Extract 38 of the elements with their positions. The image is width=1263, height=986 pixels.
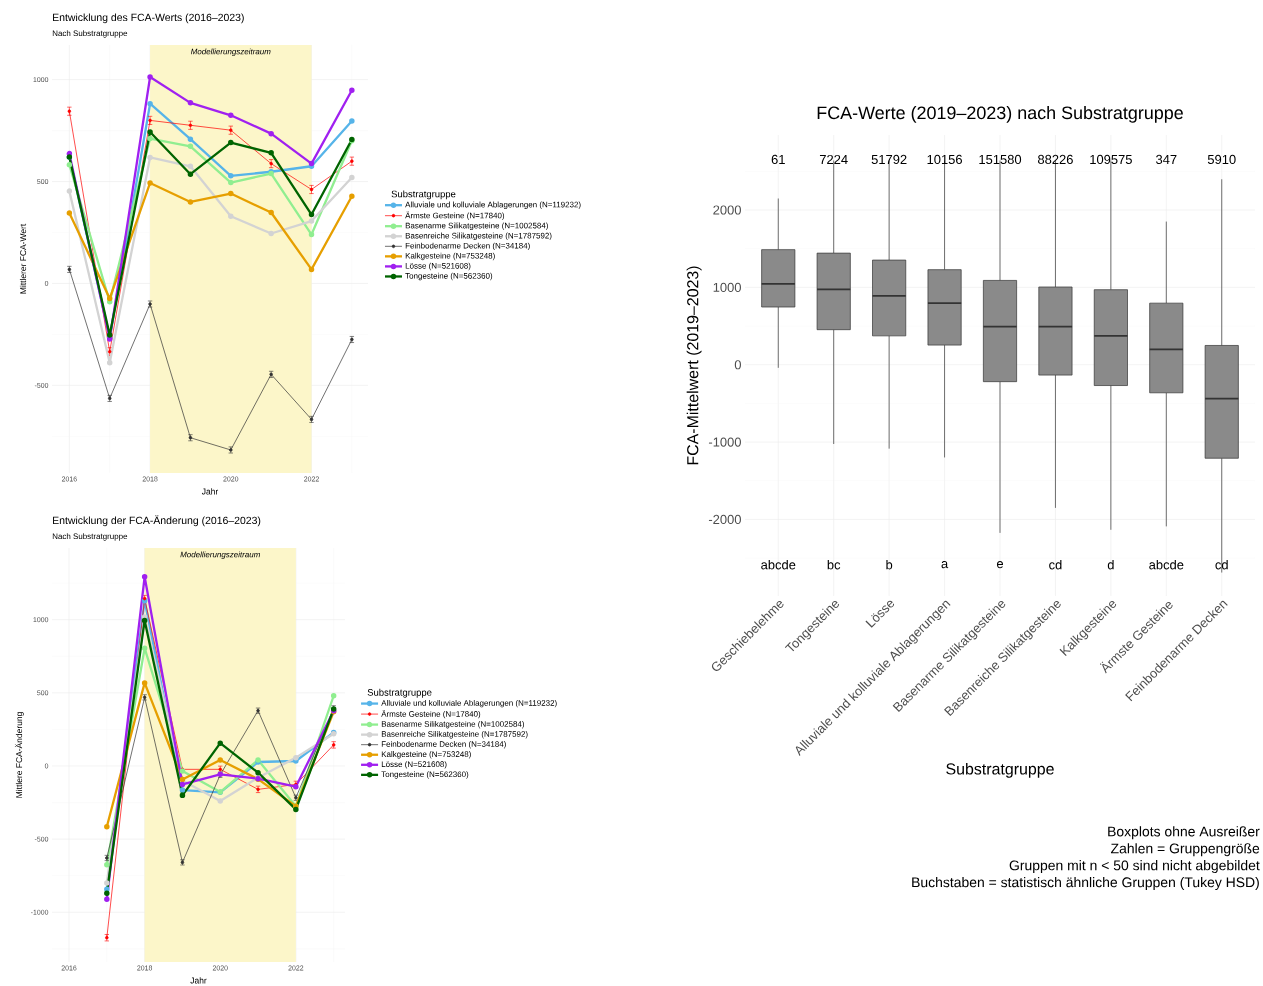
y-axis-title: Mittlere FCA-Änderung [14,712,24,798]
annotation: b [886,559,893,570]
annotation: 10156 [927,154,962,165]
annotation: abcde [761,559,796,570]
annotation: a [941,561,949,569]
annotation: d [1107,559,1114,570]
y-axis-title: Mittlerer FCA-Wert [19,223,27,294]
y-tick-label: 2000 [713,205,741,215]
text: Boxplots ohne Ausreißer [1108,826,1260,840]
annotation: bc [827,559,841,570]
y-tick-label: -2000 [708,514,741,525]
text: Gruppen mit n < 50 sind nicht abgebildet [1009,860,1260,874]
chart-title: Entwicklung des FCA-Werts (2016–2023) [53,13,244,24]
annotation: 7224 [819,154,848,164]
legend-title: Substratgruppe [391,190,456,200]
annotation: 151580 [979,154,1022,165]
y-tick-label: -1000 [708,437,741,447]
text: Buchstaben = statistisch ähnliche Gruppen (Tukey HSD) [912,877,1259,890]
y-tick-label: 1000 [713,282,741,292]
annotation: cd [1049,559,1062,570]
y-axis-title: FCA-Mittelwert (2019–2023) [686,266,702,465]
annotation: 5910 [1207,154,1236,165]
text: Zahlen = Gruppengröße [1110,843,1260,857]
x-axis-title: Jahr [201,488,219,495]
x-axis-title: Substratgruppe [946,762,1054,778]
annotation: e [996,561,1004,569]
annotation: 51792 [871,154,907,165]
y-tick-label: 0 [734,360,741,370]
annotation: abcde [1149,559,1184,570]
annotation: 88226 [1038,154,1073,165]
annotation: 109575 [1090,154,1132,165]
annotation: 61 [771,154,785,165]
annotation: cd [1215,559,1228,570]
x-axis-title: Jahr [190,977,207,984]
annotation: 347 [1156,154,1177,165]
chart-title: Entwicklung der FCA-Änderung (2016–2023) [53,515,261,527]
chart-title: FCA-Werte (2019–2023) nach Substratgruppe [817,106,1183,123]
legend-title: Substratgruppe [367,688,432,698]
